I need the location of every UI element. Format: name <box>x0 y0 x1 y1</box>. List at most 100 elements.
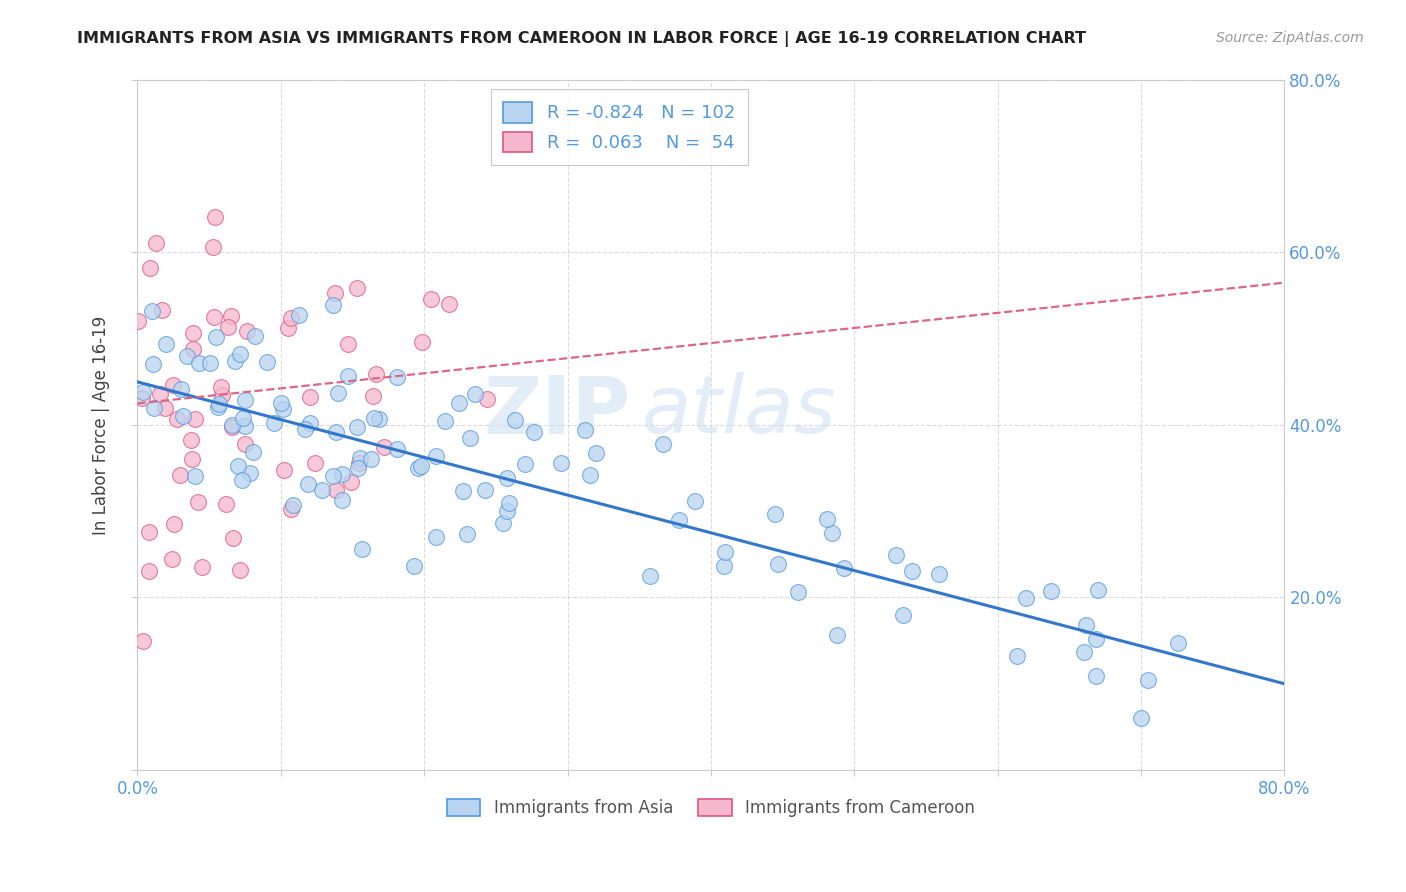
Point <box>235 324 257 338</box>
Point <box>346 420 368 434</box>
Point <box>281 498 304 512</box>
Point <box>683 494 706 508</box>
Point <box>298 390 321 404</box>
Point <box>364 367 387 381</box>
Point <box>492 516 515 530</box>
Point <box>437 297 460 311</box>
Point <box>425 449 447 463</box>
Point <box>304 456 326 470</box>
Point <box>349 451 371 466</box>
Point <box>221 418 243 433</box>
Point <box>1073 645 1095 659</box>
Point <box>368 412 391 426</box>
Point <box>1084 668 1107 682</box>
Point <box>139 260 162 275</box>
Point <box>346 281 368 295</box>
Point <box>160 551 183 566</box>
Point <box>464 387 486 401</box>
Point <box>176 349 198 363</box>
Point <box>1130 711 1153 725</box>
Point <box>585 446 607 460</box>
Point <box>373 440 395 454</box>
Point <box>132 385 155 400</box>
Point <box>209 380 232 394</box>
Point <box>138 524 160 539</box>
Point <box>411 334 433 349</box>
Point <box>425 529 447 543</box>
Point <box>513 457 536 471</box>
Point <box>221 420 243 434</box>
Point <box>311 483 333 498</box>
Point <box>132 633 155 648</box>
Point <box>346 460 368 475</box>
Point <box>1074 618 1097 632</box>
Point <box>496 470 519 484</box>
Point <box>323 285 346 300</box>
Point <box>294 422 316 436</box>
Point <box>226 458 249 473</box>
Point <box>832 560 855 574</box>
Point <box>578 467 600 482</box>
Point <box>1015 591 1038 605</box>
Point <box>825 628 848 642</box>
Point <box>299 416 322 430</box>
Point <box>245 328 267 343</box>
Point <box>360 451 382 466</box>
Text: Source: ZipAtlas.com: Source: ZipAtlas.com <box>1216 31 1364 45</box>
Point <box>1085 632 1108 646</box>
Point <box>273 463 295 477</box>
Point <box>385 369 408 384</box>
Point <box>273 402 295 417</box>
Text: IMMIGRANTS FROM ASIA VS IMMIGRANTS FROM CAMEROON IN LABOR FORCE | AGE 16-19 CORR: IMMIGRANTS FROM ASIA VS IMMIGRANTS FROM … <box>77 31 1087 47</box>
Point <box>523 425 546 440</box>
Point <box>325 425 347 439</box>
Point <box>163 516 186 531</box>
Point <box>420 292 443 306</box>
Point <box>901 564 924 578</box>
Point <box>169 467 191 482</box>
Point <box>277 321 299 335</box>
Point <box>153 401 176 416</box>
Point <box>322 297 344 311</box>
Point <box>340 475 363 489</box>
Point <box>229 562 252 576</box>
Point <box>326 385 349 400</box>
Point <box>786 585 808 599</box>
Point <box>231 474 253 488</box>
Point <box>651 436 673 450</box>
Point <box>347 456 370 470</box>
Point <box>456 526 478 541</box>
Point <box>768 557 790 571</box>
Point <box>460 431 482 445</box>
Point <box>763 507 786 521</box>
Point <box>453 483 475 498</box>
Point <box>242 445 264 459</box>
Point <box>713 559 735 574</box>
Point <box>496 504 519 518</box>
Point <box>815 512 838 526</box>
Point <box>928 567 950 582</box>
Point <box>447 396 470 410</box>
Point <box>232 411 254 425</box>
Point <box>198 356 221 370</box>
Point <box>207 400 229 414</box>
Point <box>884 548 907 562</box>
Point <box>503 413 526 427</box>
Point <box>145 236 167 251</box>
Point <box>201 240 224 254</box>
Text: atlas: atlas <box>643 372 837 450</box>
Point <box>222 531 245 545</box>
Point <box>1167 636 1189 650</box>
Point <box>149 386 172 401</box>
Point <box>204 210 226 224</box>
Point <box>127 314 149 328</box>
Point <box>181 451 204 466</box>
Point <box>170 382 193 396</box>
Point <box>280 310 302 325</box>
Point <box>229 347 252 361</box>
Point <box>180 433 202 447</box>
Point <box>1137 673 1160 688</box>
Point <box>138 565 160 579</box>
Point <box>638 569 661 583</box>
Point <box>350 541 373 556</box>
